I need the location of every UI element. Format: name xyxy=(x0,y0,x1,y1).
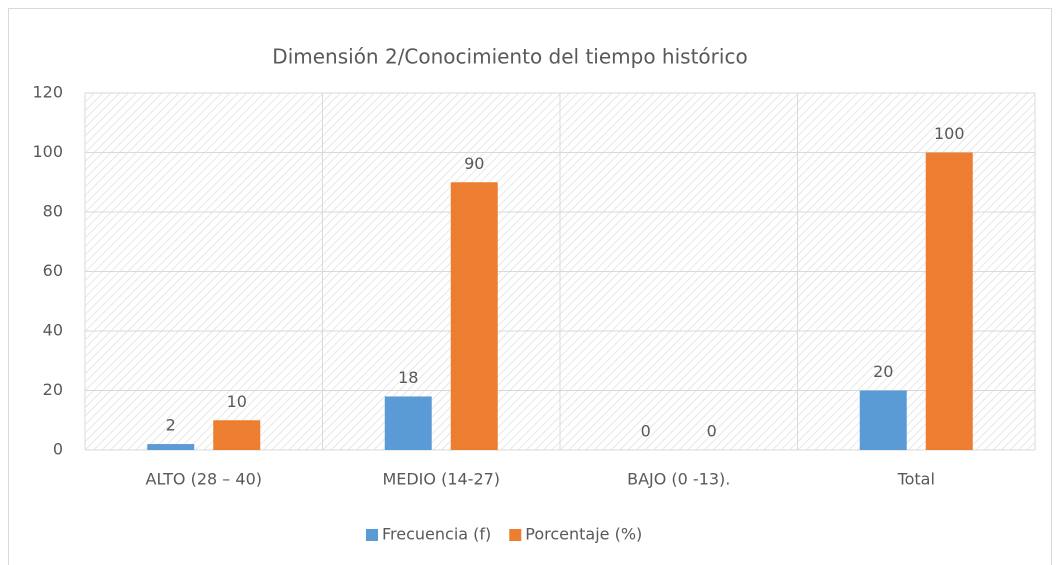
y-tick-label: 20 xyxy=(43,380,63,399)
y-tick-label: 100 xyxy=(32,142,63,161)
x-tick-label: ALTO (28 – 40) xyxy=(146,470,262,489)
data-label: 20 xyxy=(873,362,893,381)
bar xyxy=(213,420,261,450)
legend-swatch xyxy=(509,529,522,541)
bar xyxy=(925,152,973,450)
y-tick-label: 80 xyxy=(43,202,63,221)
x-tick-label: MEDIO (14-27) xyxy=(382,470,500,489)
data-label: 0 xyxy=(641,422,651,441)
data-label: 10 xyxy=(227,392,247,411)
data-label: 90 xyxy=(464,154,484,173)
bar xyxy=(859,390,907,450)
y-tick-label: 40 xyxy=(43,321,63,340)
x-tick-label: Total xyxy=(897,470,935,489)
bar xyxy=(384,396,432,450)
x-tick-label: BAJO (0 -13). xyxy=(627,470,730,489)
y-tick-label: 0 xyxy=(53,440,63,459)
y-tick-label: 60 xyxy=(43,261,63,280)
legend-swatch xyxy=(366,529,378,541)
legend-label: Porcentaje (%) xyxy=(525,525,642,544)
y-tick-label: 120 xyxy=(32,83,63,102)
bar xyxy=(147,444,195,450)
data-label: 0 xyxy=(707,422,717,441)
chart-title: Dimensión 2/Conocimiento del tiempo hist… xyxy=(272,45,747,69)
bar xyxy=(450,182,498,450)
data-label: 2 xyxy=(166,416,176,435)
legend-label: Frecuencia (f) xyxy=(382,525,491,544)
data-label: 18 xyxy=(398,368,418,387)
data-label: 100 xyxy=(934,124,965,143)
